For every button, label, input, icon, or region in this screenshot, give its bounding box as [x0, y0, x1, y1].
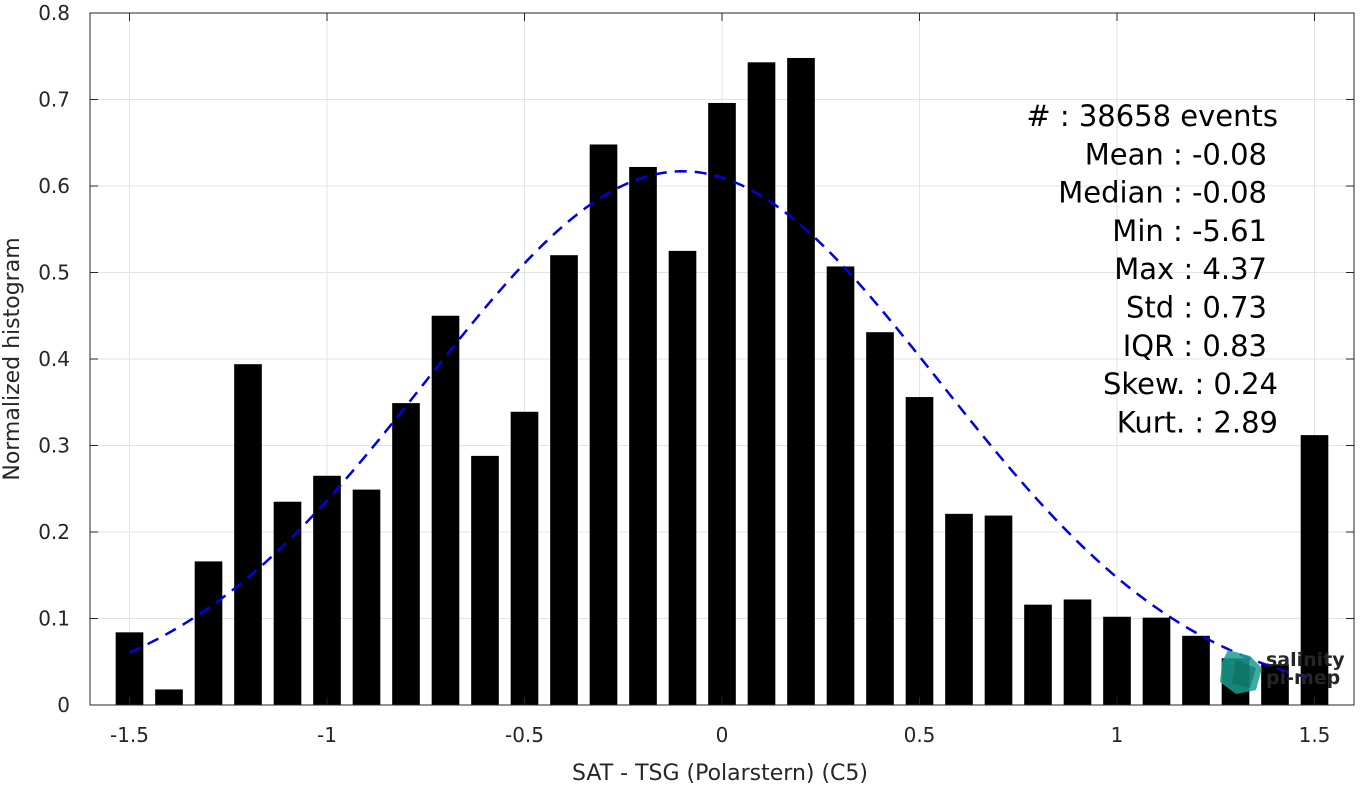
histogram-bar [589, 144, 618, 706]
stat-line: # : 38658 events [1026, 99, 1278, 133]
histogram-bar [668, 250, 697, 705]
y-tick-label: 0.3 [38, 434, 70, 458]
logo-line2: pi-mep [1266, 667, 1340, 689]
stat-line: Skew. : 0.24 [1103, 367, 1278, 401]
x-tick-label: -1 [317, 723, 337, 747]
stat-line: IQR : 0.83 [1123, 329, 1267, 363]
x-tick-label: 0.5 [904, 723, 936, 747]
histogram-bar [352, 489, 381, 705]
histogram-bar [392, 403, 420, 705]
histogram-bar [234, 364, 262, 705]
stat-line: Kurt. : 2.89 [1117, 405, 1278, 439]
x-axis-label: SAT - TSG (Polarstern) (C5) [572, 761, 868, 785]
histogram-bar [708, 102, 736, 705]
stat-line: Max : 4.37 [1114, 252, 1267, 286]
y-tick-label: 0.5 [38, 261, 70, 285]
histogram-bar [945, 513, 973, 705]
histogram-bar [273, 501, 302, 705]
y-tick-label: 0.1 [38, 607, 70, 631]
histogram-bar [550, 255, 578, 705]
histogram-bar [510, 411, 539, 705]
stat-line: Std : 0.73 [1126, 291, 1267, 325]
salinity-pimep-logo: salinity pi-mep [1220, 649, 1345, 694]
histogram-bar [1103, 616, 1131, 705]
stat-line: Mean : -0.08 [1085, 137, 1267, 171]
histogram-bar [1300, 435, 1329, 705]
histogram-bar [787, 57, 815, 706]
histogram-bar [1182, 635, 1210, 705]
y-axis-label: Normalized histogram [0, 237, 25, 480]
histogram-bar [1142, 617, 1171, 705]
histogram-bar [471, 455, 499, 705]
y-tick-label: 0.7 [38, 88, 70, 112]
statistics-annotation: # : 38658 events Mean : -0.08 Median : -0.… [1026, 99, 1278, 439]
y-tick-label: 0.8 [38, 1, 70, 25]
y-tick-label: 0 [57, 693, 70, 717]
histogram-bar [826, 266, 855, 705]
histogram-bar [1024, 604, 1052, 705]
y-axis-ticks: 0 0.1 0.2 0.3 0.4 0.5 0.6 0.7 0.8 [38, 1, 1354, 717]
histogram-bar [155, 689, 183, 705]
stat-line: Median : -0.08 [1058, 176, 1267, 210]
stat-line: Min : -5.61 [1112, 214, 1267, 248]
histogram-bars [115, 57, 1329, 706]
histogram-bar [115, 632, 144, 705]
histogram-bar [905, 397, 934, 705]
x-tick-label: 1 [1111, 723, 1124, 747]
x-tick-label: 0 [716, 723, 729, 747]
y-tick-label: 0.6 [38, 174, 70, 198]
histogram-bar [747, 62, 776, 706]
logo-line1: salinity [1266, 649, 1345, 671]
histogram-bar [984, 515, 1013, 705]
gaussian-fit-curve [128, 170, 1315, 681]
histogram-bar [313, 475, 341, 705]
histogram-bar [194, 561, 223, 705]
y-tick-label: 0.2 [38, 520, 70, 544]
histogram-bar [431, 315, 460, 705]
histogram-bar [866, 332, 894, 705]
histogram-bar [629, 166, 657, 706]
histogram-bar [1063, 599, 1092, 705]
x-axis-ticks: -1.5 -1 -0.5 0 0.5 1 1.5 [110, 13, 1330, 747]
x-tick-label: 1.5 [1299, 723, 1331, 747]
x-tick-label: -1.5 [110, 723, 149, 747]
logo-cube-shade-icon [1232, 660, 1256, 688]
x-tick-label: -0.5 [505, 723, 544, 747]
y-tick-label: 0.4 [38, 347, 70, 371]
